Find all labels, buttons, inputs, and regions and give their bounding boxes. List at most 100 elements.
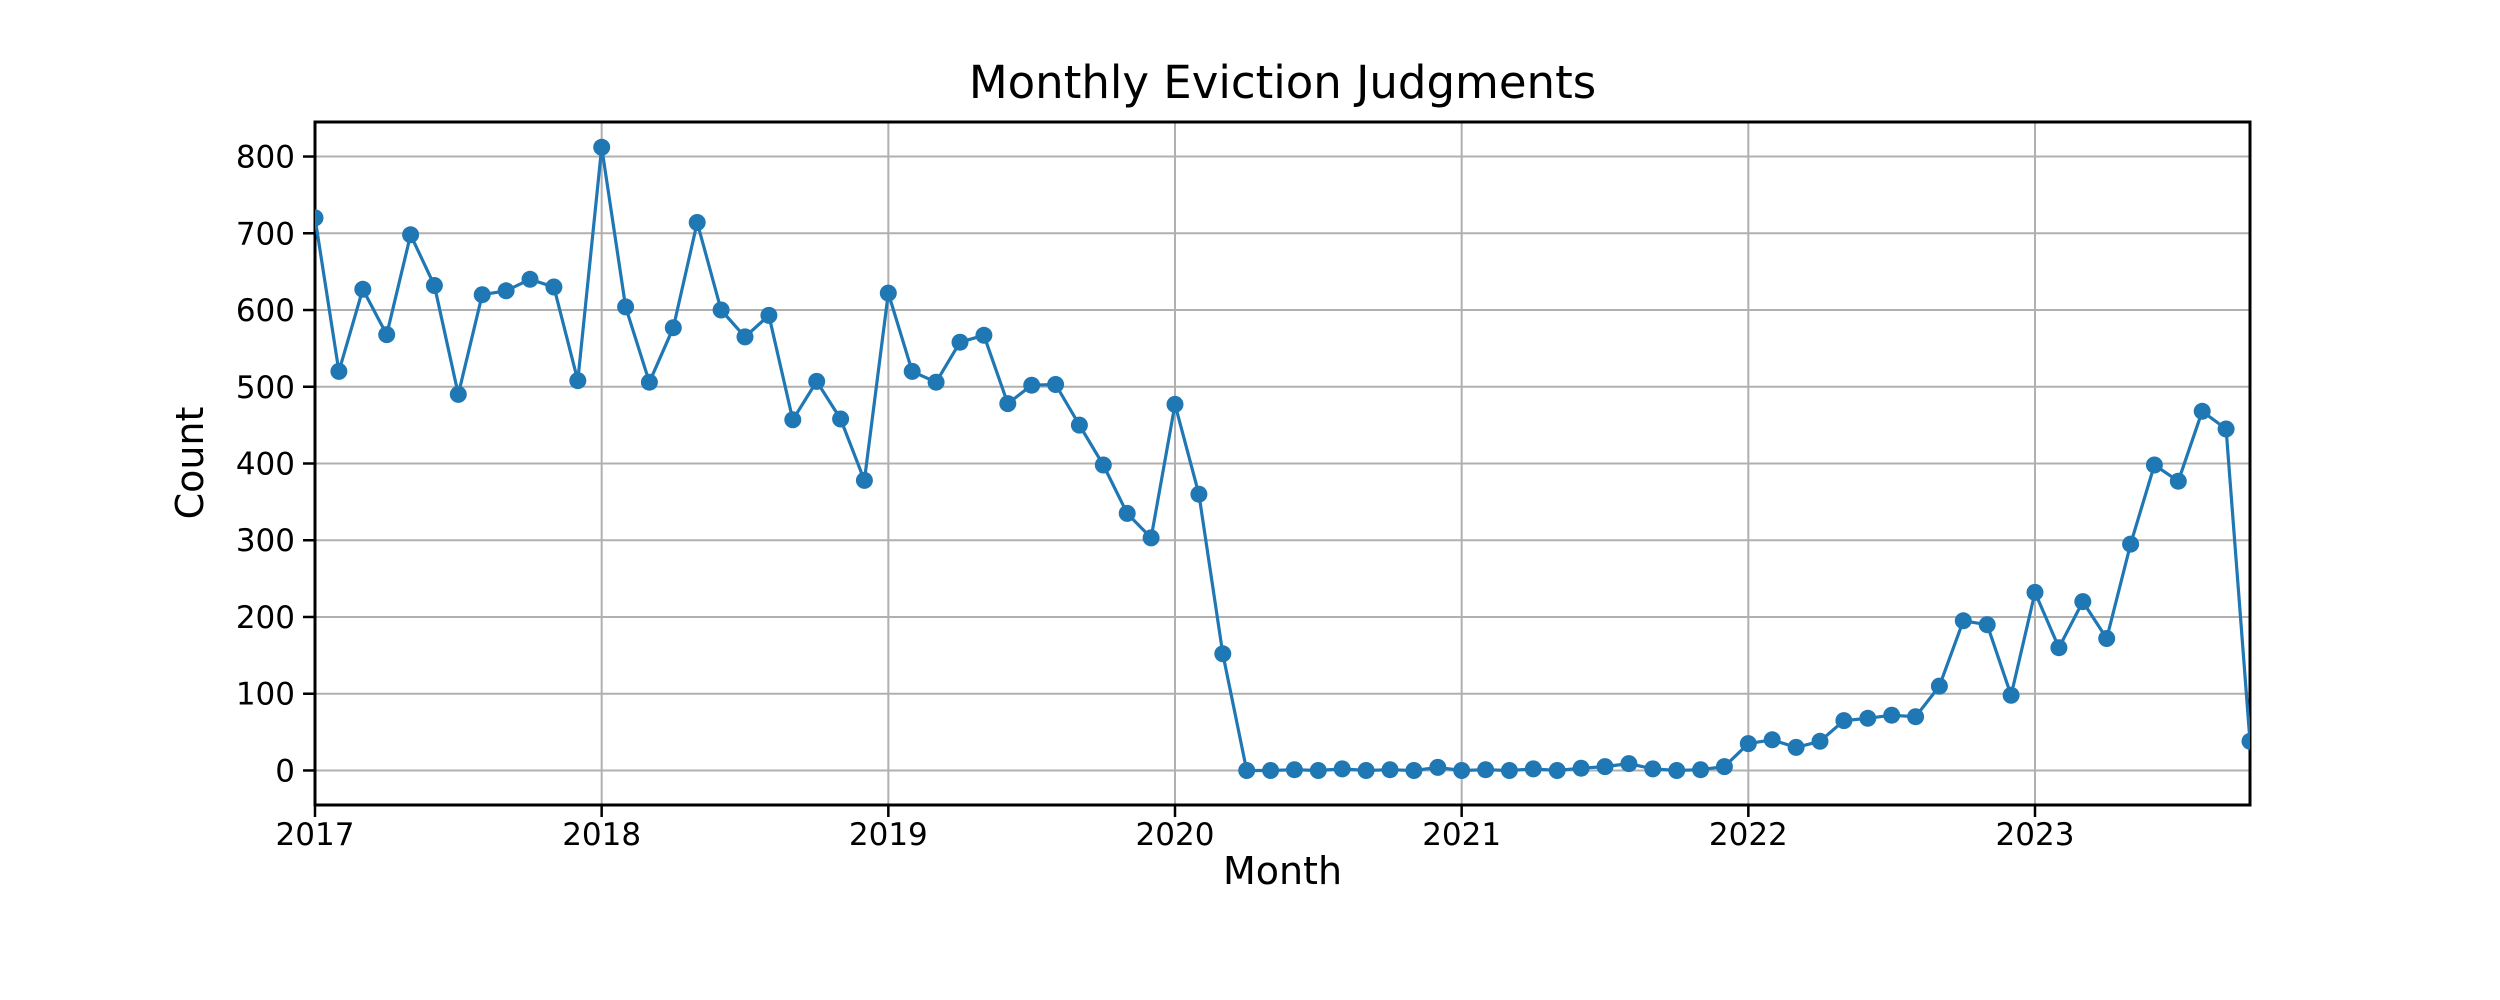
data-point bbox=[2002, 686, 2020, 704]
data-point bbox=[1262, 762, 1280, 779]
data-point bbox=[640, 373, 658, 391]
data-point bbox=[664, 319, 682, 337]
x-axis-label: Month bbox=[1222, 849, 1343, 893]
y-tick-label: 700 bbox=[236, 216, 295, 252]
x-tick-label: 2019 bbox=[849, 817, 928, 853]
data-point bbox=[2074, 593, 2092, 611]
data-point bbox=[975, 326, 993, 344]
data-point bbox=[1739, 735, 1757, 753]
data-point bbox=[2145, 456, 2163, 474]
data-point bbox=[1405, 762, 1423, 779]
data-point bbox=[569, 372, 587, 390]
data-point bbox=[1930, 677, 1948, 695]
data-point bbox=[1763, 731, 1781, 749]
data-point bbox=[1978, 616, 1996, 634]
data-point bbox=[2169, 472, 2187, 490]
y-tick-label: 500 bbox=[236, 370, 295, 406]
data-point bbox=[999, 395, 1017, 413]
y-tick-label: 100 bbox=[236, 677, 295, 713]
data-point bbox=[1500, 762, 1518, 779]
data-point bbox=[1214, 645, 1232, 663]
x-tick-label: 2020 bbox=[1136, 817, 1215, 853]
data-point bbox=[2026, 583, 2044, 601]
data-point bbox=[736, 328, 754, 346]
data-point bbox=[2217, 420, 2235, 438]
data-point bbox=[951, 333, 969, 351]
data-point bbox=[1477, 761, 1495, 779]
data-point bbox=[1453, 762, 1471, 779]
data-point bbox=[378, 326, 396, 344]
data-point bbox=[879, 284, 897, 302]
x-tick-label: 2023 bbox=[1996, 817, 2075, 853]
x-tick-label: 2021 bbox=[1422, 817, 1501, 853]
data-point bbox=[1238, 762, 1256, 779]
data-point bbox=[784, 411, 802, 429]
data-point bbox=[1907, 708, 1925, 726]
data-point bbox=[1047, 376, 1065, 393]
data-point bbox=[1118, 504, 1136, 522]
data-point bbox=[2098, 630, 2116, 647]
data-point bbox=[425, 277, 443, 294]
data-point bbox=[1142, 529, 1160, 547]
data-point bbox=[1715, 758, 1733, 776]
data-point bbox=[2193, 402, 2211, 420]
data-point bbox=[449, 385, 467, 403]
data-point bbox=[832, 410, 850, 428]
x-tick-label: 2022 bbox=[1709, 817, 1788, 853]
data-point bbox=[1692, 761, 1710, 779]
data-point bbox=[1166, 395, 1184, 413]
data-point bbox=[354, 280, 372, 298]
x-tick-label: 2018 bbox=[562, 817, 641, 853]
data-point bbox=[1859, 709, 1877, 727]
data-point bbox=[1285, 761, 1303, 779]
data-point bbox=[1835, 712, 1853, 730]
data-point bbox=[1429, 758, 1447, 776]
data-point bbox=[1644, 760, 1662, 778]
data-point bbox=[1954, 612, 1972, 630]
data-point bbox=[855, 471, 873, 489]
data-point bbox=[927, 373, 945, 391]
data-point bbox=[2122, 535, 2140, 553]
y-tick-label: 0 bbox=[275, 753, 295, 789]
data-point bbox=[521, 270, 539, 288]
data-point bbox=[497, 282, 515, 300]
data-point bbox=[1572, 759, 1590, 777]
data-point bbox=[330, 362, 348, 380]
data-point bbox=[1357, 762, 1375, 779]
chart-title: Monthly Eviction Judgments bbox=[968, 56, 1597, 109]
y-tick-label: 200 bbox=[236, 600, 295, 636]
y-tick-label: 800 bbox=[236, 140, 295, 176]
data-point bbox=[1381, 761, 1399, 779]
data-point bbox=[315, 209, 324, 227]
x-tick-label: 2017 bbox=[276, 817, 355, 853]
data-point bbox=[402, 226, 420, 244]
data-point bbox=[1787, 738, 1805, 756]
data-point bbox=[593, 138, 611, 156]
data-point bbox=[1596, 758, 1614, 776]
data-point bbox=[808, 372, 826, 390]
data-point bbox=[1309, 762, 1327, 779]
data-point bbox=[2241, 732, 2250, 750]
data-point bbox=[712, 301, 730, 319]
y-tick-label: 400 bbox=[236, 447, 295, 483]
data-point bbox=[1023, 376, 1041, 394]
y-tick-label: 300 bbox=[236, 523, 295, 559]
y-axis-label: Count bbox=[168, 406, 212, 520]
data-point bbox=[473, 286, 491, 304]
y-tick-label: 600 bbox=[236, 293, 295, 329]
data-point bbox=[1333, 760, 1351, 778]
data-point bbox=[1883, 706, 1901, 724]
data-point bbox=[545, 278, 563, 296]
data-point bbox=[617, 298, 635, 316]
data-point bbox=[1524, 760, 1542, 778]
data-point bbox=[903, 362, 921, 380]
data-point bbox=[1094, 456, 1112, 474]
data-point bbox=[1811, 732, 1829, 750]
data-point bbox=[688, 214, 706, 231]
data-point bbox=[1190, 485, 1208, 503]
data-point bbox=[1070, 416, 1088, 434]
data-point bbox=[1548, 762, 1566, 779]
data-point bbox=[2050, 639, 2068, 657]
